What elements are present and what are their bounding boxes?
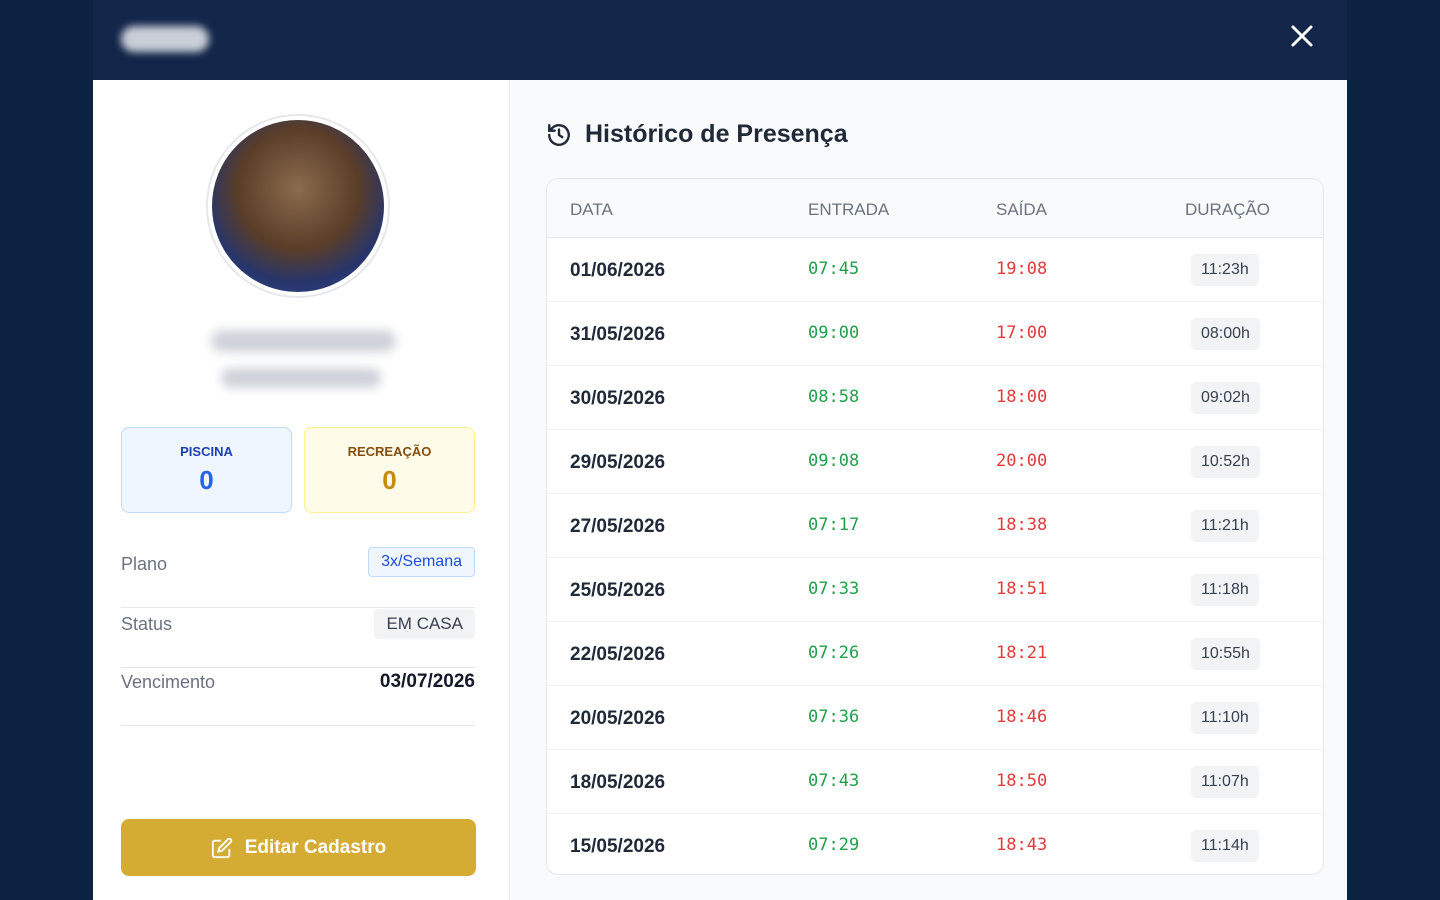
detail-value: 03/07/2026 xyxy=(379,671,475,692)
detail-label: Status xyxy=(121,614,173,634)
duration-badge: 11:21h xyxy=(1191,510,1259,542)
table-row: 15/05/2026 07:29 18:43 11:14h xyxy=(547,814,1323,874)
stat-label: PISCINA xyxy=(180,444,233,459)
exit-time: 20:00 xyxy=(996,451,1048,471)
table-row: 20/05/2026 07:36 18:46 11:10h xyxy=(547,686,1323,750)
exit-time: 18:51 xyxy=(996,579,1048,599)
table-row: 29/05/2026 09:08 20:00 10:52h xyxy=(547,430,1323,494)
date: 31/05/2026 xyxy=(570,324,666,345)
stat-value: 0 xyxy=(382,465,397,495)
detail-row: Vencimento 03/07/2026 xyxy=(121,668,475,726)
stat-card: PISCINA 0 xyxy=(121,427,292,513)
exit-time: 18:43 xyxy=(996,835,1048,855)
table-row: 30/05/2026 08:58 18:00 09:02h xyxy=(547,366,1323,430)
phone-redacted xyxy=(221,368,381,388)
table-row: 01/06/2026 07:45 19:08 11:23h xyxy=(547,238,1323,302)
entry-time: 07:33 xyxy=(808,579,860,599)
duration-badge: 11:10h xyxy=(1191,702,1259,734)
table-row: 31/05/2026 09:00 17:00 08:00h xyxy=(547,302,1323,366)
name-redacted xyxy=(211,330,396,352)
duration-badge: 09:02h xyxy=(1191,382,1260,414)
history-icon xyxy=(548,124,570,146)
duration-badge: 10:55h xyxy=(1191,638,1260,670)
profile-panel: PISCINA 0 RECREAÇÃO 0 Plano 3x/Semana St… xyxy=(93,80,510,900)
date: 15/05/2026 xyxy=(570,836,666,857)
date: 25/05/2026 xyxy=(570,580,666,601)
entry-time: 09:00 xyxy=(808,323,860,343)
edit-button[interactable]: Editar Cadastro xyxy=(121,819,476,876)
table-header: DATA ENTRADA SAÍDA DURAÇÃO xyxy=(547,179,1323,238)
status-badge: EM CASA xyxy=(374,609,475,639)
edit-icon xyxy=(211,837,232,858)
detail-label: Vencimento xyxy=(121,672,216,692)
stat-label: RECREAÇÃO xyxy=(347,444,432,459)
date: 20/05/2026 xyxy=(570,708,666,729)
date: 22/05/2026 xyxy=(570,644,666,665)
duration-badge: 11:07h xyxy=(1191,766,1259,798)
exit-time: 18:46 xyxy=(996,707,1048,727)
entry-time: 08:58 xyxy=(808,387,860,407)
column-header: DURAÇÃO xyxy=(1185,200,1271,219)
entry-time: 07:36 xyxy=(808,707,860,727)
column-header: SAÍDA xyxy=(996,200,1048,219)
exit-time: 18:21 xyxy=(996,643,1048,663)
table-row: 18/05/2026 07:43 18:50 11:07h xyxy=(547,750,1323,814)
entry-time: 07:29 xyxy=(808,835,860,855)
edit-label: Editar Cadastro xyxy=(244,836,387,858)
entry-time: 07:43 xyxy=(808,771,860,791)
exit-time: 18:50 xyxy=(996,771,1048,791)
date: 18/05/2026 xyxy=(570,772,666,793)
avatar xyxy=(208,116,388,296)
exit-time: 17:00 xyxy=(996,323,1048,343)
modal: PISCINA 0 RECREAÇÃO 0 Plano 3x/Semana St… xyxy=(93,0,1347,900)
header xyxy=(93,0,1347,80)
history-table: DATA ENTRADA SAÍDA DURAÇÃO 01/06/2026 07:… xyxy=(546,178,1324,875)
logo xyxy=(121,26,209,52)
date: 30/05/2026 xyxy=(570,388,666,409)
table-row: 25/05/2026 07:33 18:51 11:18h xyxy=(547,558,1323,622)
detail-row: Plano 3x/Semana xyxy=(121,547,475,608)
duration-badge: 11:18h xyxy=(1191,574,1259,606)
duration-badge: 11:14h xyxy=(1191,830,1259,862)
history-title: Histórico de Presença xyxy=(585,120,848,148)
duration-badge: 10:52h xyxy=(1191,446,1260,478)
table-row: 27/05/2026 07:17 18:38 11:21h xyxy=(547,494,1323,558)
exit-time: 19:08 xyxy=(996,259,1048,279)
column-header: DATA xyxy=(570,200,613,219)
column-header: ENTRADA xyxy=(808,200,890,219)
entry-time: 09:08 xyxy=(808,451,860,471)
stat-card: RECREAÇÃO 0 xyxy=(304,427,475,513)
duration-badge: 08:00h xyxy=(1191,318,1260,350)
plan-badge: 3x/Semana xyxy=(368,547,475,577)
history-panel: Histórico de Presença DATA ENTRADA SAÍDA… xyxy=(511,80,1347,900)
duration-badge: 11:23h xyxy=(1191,254,1259,286)
stat-value: 0 xyxy=(199,465,214,495)
date: 01/06/2026 xyxy=(570,260,666,281)
date: 27/05/2026 xyxy=(570,516,666,537)
entry-time: 07:45 xyxy=(808,259,860,279)
entry-time: 07:26 xyxy=(808,643,860,663)
entry-time: 07:17 xyxy=(808,515,860,535)
date: 29/05/2026 xyxy=(570,452,666,473)
exit-time: 18:00 xyxy=(996,387,1048,407)
close-button[interactable] xyxy=(1289,23,1315,49)
detail-row: Status EM CASA xyxy=(121,609,475,668)
detail-label: Plano xyxy=(121,554,168,574)
table-row: 22/05/2026 07:26 18:21 10:55h xyxy=(547,622,1323,686)
exit-time: 18:38 xyxy=(996,515,1048,535)
